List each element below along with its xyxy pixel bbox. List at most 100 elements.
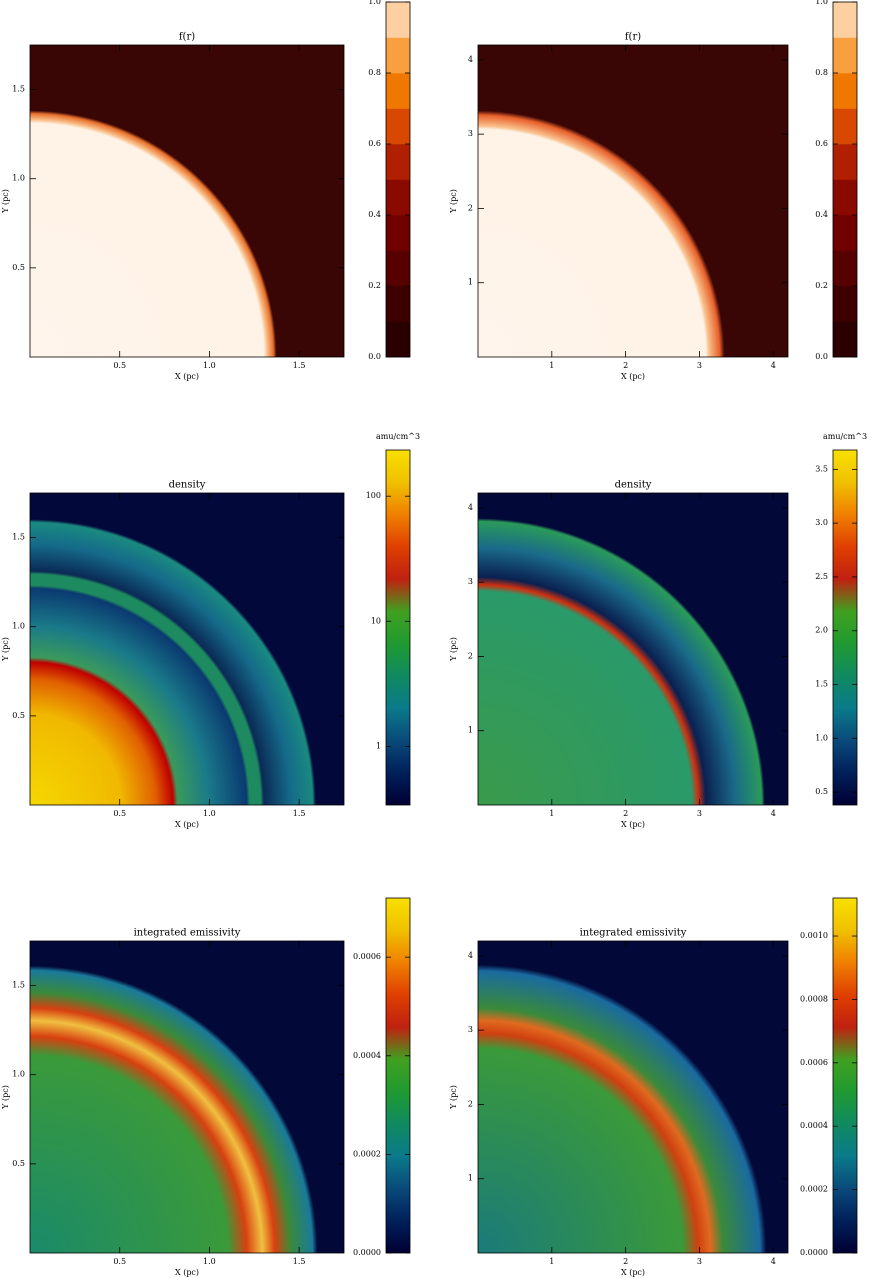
y-tick-label: 2 <box>468 203 473 212</box>
y-tick-label: 4 <box>468 951 473 960</box>
colorbar <box>833 898 857 1253</box>
colorbar-frame <box>832 449 858 806</box>
colorbar-tick-label: 0.0006 <box>800 1058 828 1067</box>
colorbar-tick-label: 0.0 <box>815 352 828 361</box>
panel-title: integrated emissivity <box>580 928 687 939</box>
colorbar-step <box>833 108 857 145</box>
colorbar-tick-label: 3.0 <box>815 518 828 527</box>
x-tick-label: 4 <box>771 361 776 370</box>
y-tick-label: 2 <box>468 651 473 660</box>
colorbar-tick-label: 1.0 <box>368 0 381 6</box>
x-axis-label: X (pc) <box>621 1268 645 1277</box>
x-axis-label: X (pc) <box>175 372 199 381</box>
colorbar-tick-label: 0.0000 <box>353 1248 381 1257</box>
colorbar-step <box>833 286 857 322</box>
x-tick-label: 2 <box>623 361 628 370</box>
colorbar-tick-label: 0.4 <box>815 210 828 219</box>
x-tick-label: 1 <box>549 809 554 818</box>
colorbar-tick-label: 0.6 <box>815 139 828 148</box>
x-tick-label: 1.5 <box>293 361 306 370</box>
colorbar-step <box>833 215 857 251</box>
x-tick-label: 3 <box>697 1257 702 1266</box>
colorbar-step <box>386 37 410 74</box>
colorbar <box>833 450 857 805</box>
heatmap-field <box>30 493 344 805</box>
colorbar-tick-label: 100 <box>366 491 381 500</box>
colorbar-tick-label: 2.0 <box>815 626 828 635</box>
colorbar-step <box>833 73 857 109</box>
y-axis-label: Y (pc) <box>449 637 458 662</box>
x-axis-label: X (pc) <box>621 372 645 381</box>
y-tick-label: 1.0 <box>12 622 25 631</box>
colorbar-tick-label: 0.0002 <box>800 1185 828 1194</box>
colorbar-step <box>386 250 410 287</box>
colorbar-frame <box>385 897 411 1254</box>
plot-frame <box>29 940 345 1254</box>
colorbar-tick-label: 0.5 <box>815 787 828 796</box>
x-tick-label: 4 <box>771 1257 776 1266</box>
x-tick-label: 1.5 <box>293 809 306 818</box>
colorbar-tick-label: 1.5 <box>815 680 828 689</box>
x-tick-label: 0.5 <box>113 1257 126 1266</box>
colorbar-tick-label: 0.0004 <box>800 1121 828 1130</box>
colorbar-step <box>386 179 410 216</box>
colorbar-step <box>386 73 410 109</box>
y-tick-label: 4 <box>468 55 473 64</box>
colorbar-step <box>386 144 410 180</box>
x-tick-label: 2 <box>623 809 628 818</box>
x-tick-label: 1 <box>549 361 554 370</box>
colorbar-step <box>833 144 857 180</box>
y-tick-label: 1.5 <box>12 533 25 542</box>
colorbar-label: amu/cm^3 <box>376 432 420 441</box>
heatmap-field <box>478 493 788 805</box>
panel-title: integrated emissivity <box>134 928 241 939</box>
colorbar-tick-label: 3.5 <box>815 464 828 473</box>
x-axis-label: X (pc) <box>621 820 645 829</box>
x-tick-label: 1.0 <box>203 1257 216 1266</box>
y-tick-label: 1.5 <box>12 981 25 990</box>
y-tick-label: 0.5 <box>12 711 25 720</box>
heatmap-field <box>478 941 788 1253</box>
y-axis-label: Y (pc) <box>1 189 10 214</box>
plot-frame <box>29 44 345 358</box>
colorbar-label: amu/cm^3 <box>823 432 867 441</box>
colorbar-step <box>833 179 857 216</box>
x-tick-label: 1 <box>549 1257 554 1266</box>
colorbar-step <box>386 321 410 358</box>
colorbar-tick-label: 0.2 <box>815 281 828 290</box>
y-tick-label: 3 <box>468 577 473 586</box>
colorbar-tick-label: 0.4 <box>368 210 381 219</box>
x-tick-label: 3 <box>697 361 702 370</box>
x-tick-label: 2 <box>623 1257 628 1266</box>
y-axis-label: Y (pc) <box>449 189 458 214</box>
colorbar <box>386 450 410 805</box>
plot-frame <box>477 492 789 806</box>
x-tick-label: 3 <box>697 809 702 818</box>
heatmap-field <box>478 45 788 357</box>
y-tick-label: 3 <box>468 129 473 138</box>
colorbar-tick-label: 0.0000 <box>800 1248 828 1257</box>
colorbar-tick-label: 1.0 <box>815 733 828 742</box>
colorbar-frame <box>832 1 858 358</box>
plot-frame <box>477 44 789 358</box>
y-tick-label: 0.5 <box>12 1159 25 1168</box>
colorbar-tick-label: 0.0008 <box>800 994 828 1003</box>
colorbar-step <box>386 2 410 38</box>
x-axis-label: X (pc) <box>175 1268 199 1277</box>
colorbar-tick-label: 1.0 <box>815 0 828 6</box>
y-tick-label: 1.0 <box>12 1070 25 1079</box>
colorbar-step <box>386 286 410 322</box>
colorbar-tick-label: 0.0002 <box>353 1149 381 1158</box>
colorbar-tick-label: 0.6 <box>368 139 381 148</box>
x-tick-label: 0.5 <box>113 361 126 370</box>
colorbar-frame <box>385 1 411 358</box>
plot-frame <box>29 492 345 806</box>
colorbar-step <box>833 250 857 287</box>
x-axis-label: X (pc) <box>175 820 199 829</box>
colorbar-step <box>833 37 857 74</box>
colorbar-step <box>386 215 410 251</box>
x-tick-label: 1.0 <box>203 809 216 818</box>
y-tick-label: 1.0 <box>12 174 25 183</box>
